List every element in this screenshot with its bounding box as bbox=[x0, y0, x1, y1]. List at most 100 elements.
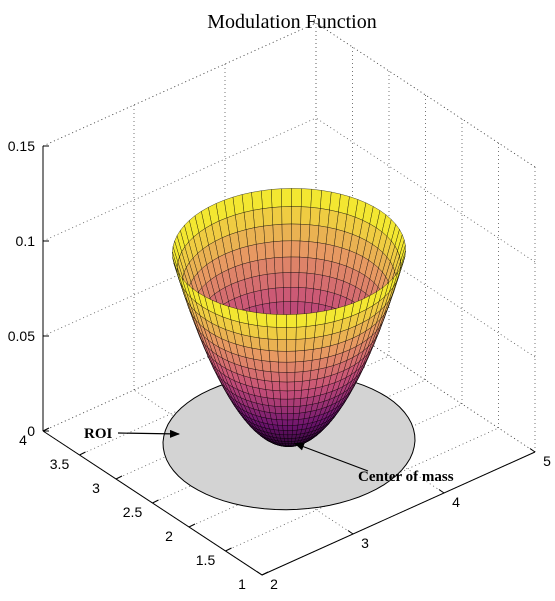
surface-patch bbox=[287, 425, 293, 431]
surface-patch bbox=[290, 440, 296, 444]
surface-patch bbox=[292, 424, 299, 431]
surface-patch bbox=[294, 371, 304, 382]
y-tick-mark bbox=[152, 499, 159, 504]
roi-annotation-label: ROI bbox=[84, 426, 113, 442]
surface-patch bbox=[308, 224, 320, 243]
surface-patch bbox=[282, 256, 292, 273]
surface-patch bbox=[265, 389, 274, 399]
y-tick-label: 2 bbox=[165, 528, 173, 544]
surface-patch bbox=[286, 381, 295, 392]
surface-patch bbox=[292, 412, 300, 420]
surface-patch bbox=[309, 207, 321, 226]
surface-patch bbox=[295, 326, 307, 340]
surface-patch bbox=[280, 406, 288, 414]
surface-patch bbox=[287, 419, 294, 426]
surface-patch bbox=[276, 301, 285, 316]
y-tick-mark bbox=[188, 523, 196, 528]
surface-patch bbox=[282, 425, 288, 431]
y-tick-mark bbox=[225, 547, 232, 552]
surface-patch bbox=[290, 240, 301, 258]
surface-patch bbox=[293, 405, 301, 414]
x-tick-mark bbox=[438, 489, 445, 494]
x-axis-line bbox=[261, 451, 536, 576]
top-edge-line bbox=[42, 22, 317, 147]
surface-patch bbox=[281, 188, 292, 207]
surface-patch bbox=[280, 398, 288, 407]
surface-patch bbox=[282, 240, 292, 258]
surface-patch bbox=[286, 339, 297, 352]
surface-patch bbox=[283, 438, 289, 442]
surface-patch bbox=[274, 272, 284, 289]
surface-patch bbox=[281, 223, 292, 242]
surface-patch bbox=[252, 208, 264, 228]
surface-patch bbox=[290, 287, 299, 302]
surface-patch bbox=[266, 397, 276, 407]
z-tick-label: 0.1 bbox=[16, 233, 36, 249]
surface-patch bbox=[273, 240, 283, 258]
surface-patch bbox=[278, 429, 284, 435]
surface-patch bbox=[286, 372, 296, 383]
z-tick-label: 0.05 bbox=[8, 328, 35, 344]
surface-patch bbox=[294, 361, 304, 373]
surface-patch bbox=[313, 335, 324, 350]
surface-patch bbox=[270, 371, 280, 382]
y-tick-mark bbox=[261, 571, 269, 576]
x-tick-mark bbox=[529, 448, 536, 453]
surface-patch bbox=[299, 405, 307, 414]
surface-patch bbox=[293, 389, 302, 400]
surface-patch bbox=[310, 358, 321, 371]
y-tick-mark bbox=[79, 451, 86, 456]
surface-patch bbox=[279, 381, 288, 392]
roi-annotation-arrow bbox=[117, 429, 180, 438]
center-of-mass-annotation-arrow bbox=[294, 442, 369, 472]
surface-patch bbox=[291, 206, 302, 225]
surface-patch bbox=[261, 360, 272, 372]
surface-patch bbox=[283, 434, 289, 439]
surface-patch bbox=[272, 224, 283, 242]
surface-patch bbox=[283, 301, 291, 316]
surface-patch bbox=[283, 287, 292, 302]
surface-patch bbox=[277, 350, 288, 363]
surface-patch bbox=[301, 379, 311, 391]
surface-patch bbox=[302, 370, 312, 382]
surface-patch bbox=[272, 390, 281, 400]
surface-patch bbox=[258, 337, 270, 351]
surface-patch bbox=[281, 206, 292, 225]
surface-patch bbox=[275, 287, 284, 303]
surface-patch bbox=[297, 301, 306, 316]
x-tick-mark bbox=[347, 530, 354, 535]
surface-patch bbox=[271, 206, 283, 226]
z-tick-label: 0 bbox=[27, 423, 35, 439]
surface-patch bbox=[248, 323, 260, 339]
surface-patch bbox=[297, 418, 305, 426]
surface-patch bbox=[286, 314, 297, 328]
surface-patch bbox=[291, 188, 302, 207]
surface-patch bbox=[287, 438, 293, 442]
surface-patch bbox=[269, 361, 280, 373]
surface-patch bbox=[277, 424, 284, 431]
surface-patch bbox=[305, 312, 317, 327]
surface-patch bbox=[315, 310, 327, 326]
surface-patch bbox=[307, 241, 318, 259]
center-of-mass-annotation-label: Center of mass bbox=[358, 469, 454, 485]
x-tick-label: 5 bbox=[543, 453, 551, 469]
surface-patch bbox=[290, 301, 299, 316]
surface-patch bbox=[268, 405, 276, 414]
surface-patch bbox=[284, 441, 289, 444]
x-tick-label: 2 bbox=[270, 576, 278, 592]
surface-patch bbox=[275, 413, 283, 420]
y-tick-label: 1.5 bbox=[196, 552, 216, 568]
surface-patch bbox=[274, 406, 282, 414]
surface-patch bbox=[304, 337, 315, 351]
surface-patch bbox=[271, 381, 281, 391]
surface-patch bbox=[297, 287, 307, 303]
surface-patch bbox=[257, 325, 269, 340]
surface-patch bbox=[286, 361, 296, 373]
annotation-layer: ROI Center of mass bbox=[84, 426, 454, 485]
surface-patch bbox=[287, 413, 294, 421]
surface-patch bbox=[298, 412, 306, 420]
surface-patch bbox=[286, 350, 296, 363]
surface-patch bbox=[268, 350, 279, 363]
surface-patch bbox=[277, 339, 287, 352]
surface-patch bbox=[262, 370, 273, 382]
